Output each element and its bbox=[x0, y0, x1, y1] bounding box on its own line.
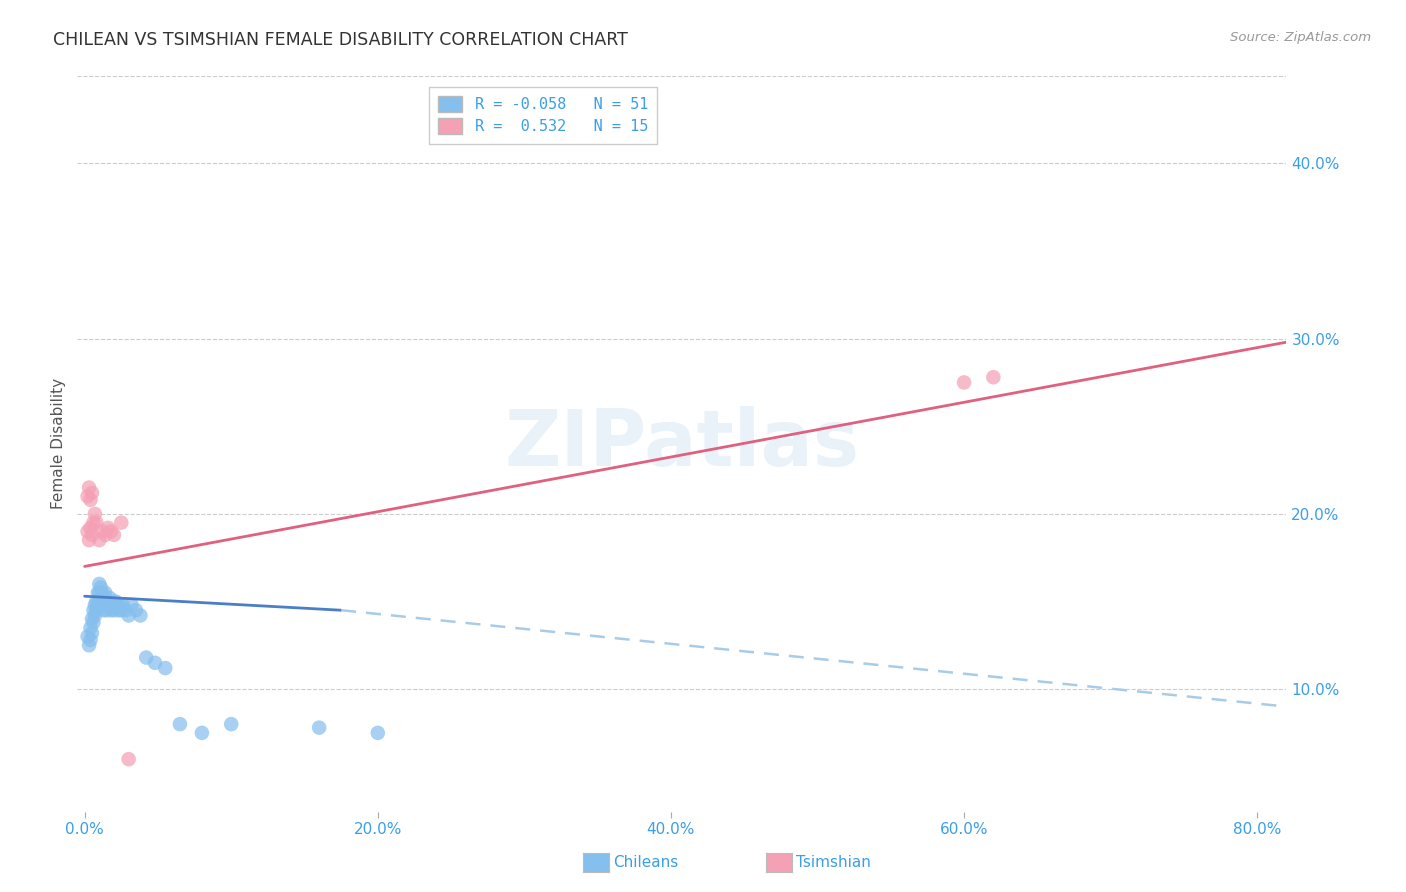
Point bbox=[86, 594, 108, 608]
Point bbox=[87, 598, 110, 612]
Point bbox=[155, 661, 177, 675]
Point bbox=[110, 603, 132, 617]
Y-axis label: Female Disability: Female Disability bbox=[51, 378, 66, 509]
Point bbox=[110, 516, 132, 530]
Point bbox=[82, 516, 104, 530]
Point bbox=[89, 585, 111, 599]
Point bbox=[79, 492, 101, 507]
Point bbox=[94, 528, 117, 542]
Point bbox=[86, 603, 108, 617]
Point bbox=[97, 598, 120, 612]
Point bbox=[80, 528, 103, 542]
Text: Source: ZipAtlas.com: Source: ZipAtlas.com bbox=[1230, 31, 1371, 45]
Point bbox=[103, 528, 125, 542]
Text: Tsimshian: Tsimshian bbox=[796, 855, 870, 870]
Point bbox=[105, 598, 128, 612]
Point bbox=[114, 603, 136, 617]
Point bbox=[82, 615, 104, 630]
Point bbox=[86, 516, 108, 530]
Point bbox=[100, 524, 122, 539]
Point bbox=[103, 603, 125, 617]
Point bbox=[84, 507, 107, 521]
Point bbox=[76, 630, 98, 644]
Point bbox=[169, 717, 191, 731]
Point bbox=[94, 598, 117, 612]
Point bbox=[367, 726, 389, 740]
Point bbox=[91, 524, 114, 539]
Legend: R = -0.058   N = 51, R =  0.532   N = 15: R = -0.058 N = 51, R = 0.532 N = 15 bbox=[429, 87, 657, 144]
Point bbox=[89, 594, 111, 608]
Point bbox=[76, 524, 98, 539]
Point bbox=[107, 603, 129, 617]
Point bbox=[80, 485, 103, 500]
Point bbox=[96, 594, 118, 608]
Point bbox=[89, 577, 111, 591]
Point bbox=[77, 481, 100, 495]
Point bbox=[308, 721, 330, 735]
Point bbox=[104, 594, 127, 608]
Point bbox=[79, 621, 101, 635]
Point bbox=[135, 650, 157, 665]
Point bbox=[80, 612, 103, 626]
Point bbox=[79, 521, 101, 535]
Text: Chileans: Chileans bbox=[613, 855, 678, 870]
Point bbox=[97, 521, 120, 535]
Point bbox=[121, 598, 143, 612]
Point bbox=[76, 489, 98, 503]
Point bbox=[108, 598, 131, 612]
Point bbox=[84, 608, 107, 623]
Point bbox=[953, 376, 976, 390]
Point bbox=[91, 598, 114, 612]
Point bbox=[79, 633, 101, 648]
Point bbox=[90, 591, 112, 605]
Point bbox=[98, 591, 121, 605]
Point bbox=[219, 717, 242, 731]
Point bbox=[101, 598, 124, 612]
Point bbox=[77, 533, 100, 548]
Point bbox=[82, 603, 104, 617]
Point bbox=[84, 598, 107, 612]
Point bbox=[93, 603, 115, 617]
Point bbox=[125, 603, 148, 617]
Point bbox=[94, 585, 117, 599]
Point bbox=[117, 752, 139, 766]
Point bbox=[96, 603, 118, 617]
Text: ZIPatlas: ZIPatlas bbox=[505, 406, 859, 482]
Point bbox=[90, 581, 112, 595]
Point bbox=[111, 598, 134, 612]
Point bbox=[89, 533, 111, 548]
Point bbox=[93, 591, 115, 605]
Point bbox=[143, 656, 166, 670]
Point bbox=[87, 585, 110, 599]
Point bbox=[80, 626, 103, 640]
Point bbox=[983, 370, 1005, 384]
Point bbox=[191, 726, 214, 740]
Point bbox=[117, 608, 139, 623]
Point bbox=[129, 608, 152, 623]
Point bbox=[100, 603, 122, 617]
Point bbox=[77, 638, 100, 652]
Point bbox=[91, 585, 114, 599]
Text: CHILEAN VS TSIMSHIAN FEMALE DISABILITY CORRELATION CHART: CHILEAN VS TSIMSHIAN FEMALE DISABILITY C… bbox=[53, 31, 628, 49]
